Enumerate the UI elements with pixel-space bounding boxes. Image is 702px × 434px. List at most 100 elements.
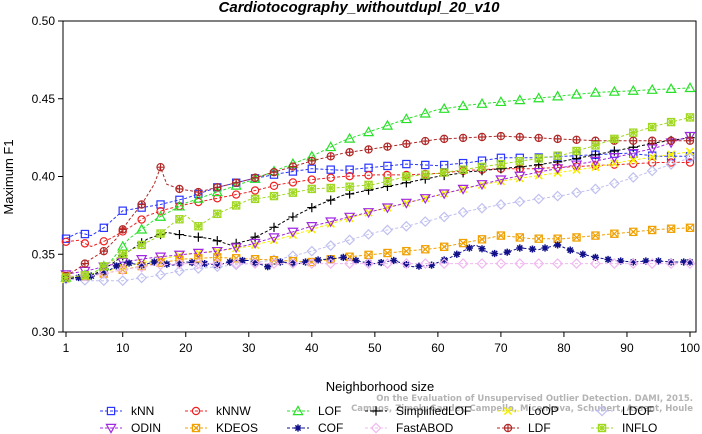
data-point bbox=[516, 244, 524, 252]
y-tick-label: 0.50 bbox=[32, 14, 56, 28]
series-line bbox=[65, 87, 691, 279]
data-point bbox=[118, 206, 127, 215]
data-point bbox=[591, 253, 600, 261]
data-point bbox=[118, 225, 127, 234]
data-point bbox=[477, 132, 487, 142]
data-point bbox=[345, 171, 354, 181]
chart-title: Cardiotocography_withoutdupl_20_v10 bbox=[219, 0, 501, 16]
data-point bbox=[629, 128, 638, 137]
data-point bbox=[345, 214, 354, 223]
data-point bbox=[201, 259, 209, 268]
data-point bbox=[604, 255, 612, 264]
series-knnw bbox=[61, 158, 695, 248]
data-point bbox=[400, 220, 412, 232]
data-point bbox=[306, 222, 318, 233]
data-point bbox=[230, 243, 242, 254]
legend-label: FastABOD bbox=[396, 421, 454, 434]
data-point bbox=[495, 175, 507, 186]
data-point bbox=[325, 240, 337, 251]
data-point bbox=[685, 113, 695, 122]
data-point bbox=[608, 258, 620, 270]
data-point bbox=[362, 208, 375, 219]
data-point bbox=[194, 187, 203, 197]
data-point bbox=[194, 222, 203, 231]
series-line bbox=[65, 162, 690, 248]
y-tick-label: 0.30 bbox=[32, 325, 56, 339]
data-point bbox=[231, 190, 241, 199]
data-point bbox=[514, 258, 526, 270]
series-line bbox=[65, 135, 691, 275]
data-point bbox=[156, 229, 165, 238]
legend-item-cof: COF bbox=[287, 421, 343, 434]
data-point bbox=[533, 258, 545, 270]
citation-watermark-line-1: Campos, Zimek, Sander, Campello, Micenko… bbox=[351, 404, 693, 414]
data-point bbox=[627, 171, 639, 183]
data-point bbox=[301, 258, 310, 266]
x-tick-label: 40 bbox=[305, 341, 319, 355]
data-point bbox=[440, 256, 448, 264]
series-line bbox=[65, 151, 691, 280]
legend-swatch-marker bbox=[294, 424, 302, 432]
data-point bbox=[98, 275, 110, 287]
data-point bbox=[419, 194, 431, 205]
data-point bbox=[617, 257, 625, 265]
data-point bbox=[590, 183, 601, 195]
legend-label: LDF bbox=[528, 421, 551, 434]
legend-item-fastabod: FastABOD bbox=[365, 421, 454, 434]
x-tick-label: 100 bbox=[680, 341, 700, 355]
data-point bbox=[268, 258, 280, 270]
data-point bbox=[496, 231, 506, 240]
data-point bbox=[344, 258, 356, 270]
data-point bbox=[269, 222, 279, 232]
data-point bbox=[269, 191, 279, 201]
data-point bbox=[476, 180, 488, 191]
data-point bbox=[61, 237, 71, 247]
legend-item-inflo: INFLO bbox=[591, 421, 657, 434]
data-point bbox=[685, 136, 695, 145]
legend-swatch-marker bbox=[596, 405, 608, 417]
data-point bbox=[230, 259, 242, 271]
data-point bbox=[421, 160, 430, 170]
data-point bbox=[666, 150, 676, 159]
data-point bbox=[533, 92, 545, 103]
data-point bbox=[402, 246, 411, 256]
data-point bbox=[496, 159, 506, 169]
data-point bbox=[465, 244, 473, 252]
data-point bbox=[212, 236, 222, 246]
data-point bbox=[213, 253, 222, 262]
data-point bbox=[125, 259, 133, 267]
series-ldof bbox=[60, 152, 696, 287]
data-point bbox=[476, 258, 488, 270]
data-point bbox=[339, 253, 347, 261]
data-point bbox=[458, 133, 468, 143]
data-point bbox=[99, 223, 109, 233]
data-point bbox=[534, 154, 543, 163]
y-tick-label: 0.35 bbox=[32, 247, 56, 261]
data-point bbox=[457, 206, 469, 218]
data-point bbox=[642, 257, 650, 265]
data-point bbox=[364, 208, 373, 217]
data-point bbox=[137, 200, 146, 209]
legend-swatch-marker bbox=[191, 406, 201, 416]
data-point bbox=[476, 202, 488, 214]
data-point bbox=[685, 147, 695, 156]
legend-label: kNN bbox=[131, 404, 154, 418]
data-point bbox=[495, 96, 507, 107]
data-point bbox=[175, 195, 184, 205]
series-line bbox=[65, 135, 690, 277]
data-point bbox=[528, 245, 537, 253]
data-point bbox=[552, 164, 564, 175]
data-point bbox=[534, 234, 543, 243]
legend-item-lof: LOF bbox=[287, 404, 341, 418]
data-point bbox=[629, 258, 637, 266]
data-point bbox=[458, 238, 468, 248]
series-line bbox=[66, 227, 691, 277]
data-point bbox=[307, 156, 317, 166]
legend-label: SimplifiedLOF bbox=[396, 404, 471, 418]
data-point bbox=[137, 215, 146, 224]
data-point bbox=[307, 203, 317, 213]
data-point bbox=[646, 165, 658, 177]
data-point bbox=[250, 232, 260, 242]
data-point bbox=[610, 134, 619, 144]
data-point bbox=[666, 224, 676, 233]
